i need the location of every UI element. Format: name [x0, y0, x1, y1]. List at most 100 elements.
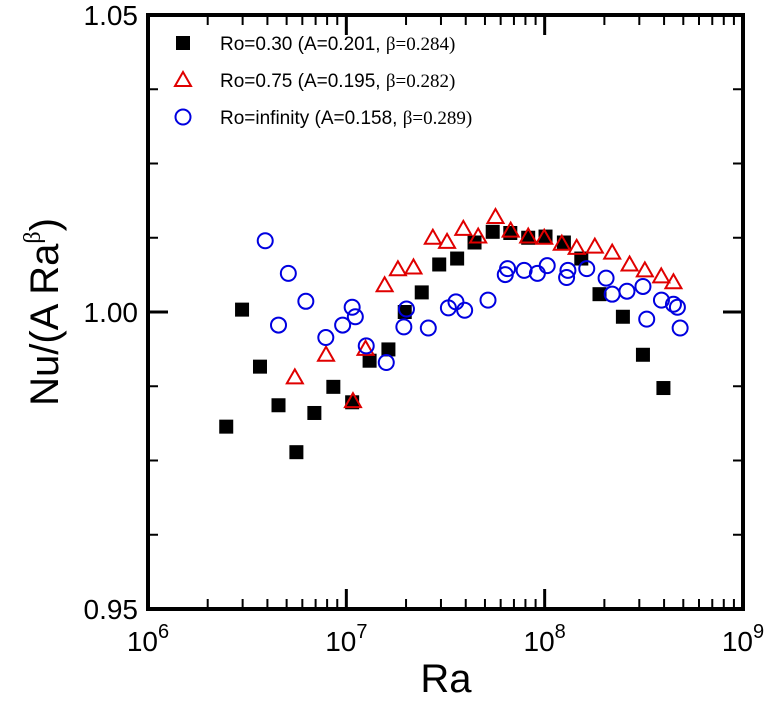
data-point-circle — [668, 298, 686, 316]
legend-marker-square — [176, 36, 190, 50]
y-tick-label: 0.95 — [84, 594, 139, 625]
data-point-triangle — [585, 236, 605, 254]
data-point-circle — [317, 329, 335, 347]
legend-label-beta: β=0.284) — [386, 34, 455, 55]
points-layer — [219, 206, 689, 460]
data-point-circle — [456, 301, 474, 319]
data-point-circle — [297, 292, 315, 310]
data-point-square — [289, 445, 304, 460]
labels-layer: 106 107 108 109 0.95 1.00 1.05 — [84, 0, 765, 657]
data-point-circle — [652, 291, 670, 309]
data-point-circle — [634, 277, 652, 295]
y-axis-title-main: Nu/(A Ra — [23, 243, 67, 406]
legend: Ro=0.30 (A=0.201, β=0.284)Ro=0.75 (A=0.1… — [173, 34, 472, 129]
data-point-square — [362, 353, 377, 368]
data-point-circle — [397, 300, 415, 318]
data-point-triangle — [619, 254, 640, 272]
data-point-circle — [558, 269, 576, 287]
series-square — [219, 224, 671, 460]
data-point-circle — [279, 264, 297, 282]
series-triangle — [285, 206, 684, 409]
data-point-triangle — [566, 237, 587, 255]
data-point-circle — [334, 316, 352, 334]
x-tick-label: 106 — [127, 621, 169, 657]
data-point-circle — [346, 308, 364, 326]
data-point-square — [307, 405, 322, 420]
data-point-circle — [538, 257, 556, 275]
data-point-circle — [395, 318, 413, 336]
data-point-circle — [357, 337, 375, 355]
x-tick-label: 109 — [722, 621, 764, 657]
data-point-circle — [499, 260, 517, 278]
data-point-triangle — [663, 272, 684, 290]
y-axis-title: Nu/(A Raβ) — [20, 218, 67, 406]
legend-label: Ro=0.30 (A=0.201, β=0.284) — [220, 34, 455, 55]
data-point-triangle — [388, 259, 408, 277]
data-point-circle — [578, 260, 596, 278]
data-point-triangle — [453, 218, 474, 236]
data-point-circle — [528, 264, 546, 282]
data-point-square — [592, 287, 607, 302]
plot-frame — [146, 13, 745, 611]
data-point-circle — [559, 261, 577, 279]
data-point-triangle — [285, 367, 305, 385]
data-point-circle — [377, 353, 395, 371]
data-point-square — [326, 379, 341, 394]
data-point-triangle — [534, 227, 554, 245]
legend-label: Ro=0.75 (A=0.195, β=0.282) — [220, 71, 455, 92]
data-point-triangle — [343, 391, 363, 409]
legend-label-main: Ro=0.30 (A=0.201, — [220, 34, 386, 55]
data-point-square — [615, 309, 630, 324]
data-point-triangle — [518, 226, 538, 244]
data-point-circle — [479, 291, 497, 309]
legend-label-main: Ro=0.75 (A=0.195, — [220, 71, 386, 92]
svg-text:Nu/(A Raβ): Nu/(A Raβ) — [20, 218, 67, 406]
data-point-circle — [515, 261, 533, 279]
data-point-triangle — [437, 231, 457, 249]
series-circle — [256, 232, 689, 371]
data-point-circle — [618, 282, 636, 300]
y-tick-label: 1.00 — [84, 297, 139, 328]
data-point-triangle — [635, 260, 655, 278]
y-tick-label: 1.05 — [84, 0, 139, 31]
data-point-triangle — [355, 338, 376, 356]
data-point-circle — [343, 298, 361, 316]
data-point-triangle — [602, 242, 622, 260]
data-point-triangle — [316, 344, 336, 362]
legend-label-beta: β=0.289) — [403, 108, 472, 129]
data-point-circle — [638, 310, 656, 328]
x-axis-title: Ra — [420, 657, 472, 701]
data-point-circle — [664, 295, 682, 313]
data-point-circle — [419, 319, 437, 337]
data-point-circle — [270, 316, 288, 334]
data-point-circle — [597, 269, 615, 287]
x-tick-label: 108 — [524, 621, 566, 657]
data-point-square — [432, 257, 447, 272]
data-point-square — [252, 359, 267, 374]
data-point-circle — [603, 285, 621, 303]
legend-marker-triangle — [173, 69, 193, 87]
data-point-triangle — [485, 206, 506, 224]
data-point-square — [219, 419, 234, 434]
data-point-square — [235, 302, 250, 317]
y-axis-title-exponent: β — [20, 231, 46, 243]
data-point-triangle — [552, 233, 572, 251]
data-point-triangle — [403, 257, 424, 275]
legend-marker-circle — [174, 108, 192, 126]
y-axis-title-close: ) — [23, 218, 67, 231]
data-point-square — [450, 251, 465, 266]
x-tick-label: 107 — [325, 621, 367, 657]
legend-label: Ro=infinity (A=0.158, β=0.289) — [220, 108, 472, 129]
data-point-circle — [671, 319, 689, 337]
data-point-square — [381, 342, 396, 357]
data-point-triangle — [651, 266, 671, 284]
data-point-square — [414, 285, 429, 300]
legend-label-main: Ro=infinity (A=0.158, — [220, 108, 403, 129]
data-point-square — [271, 398, 286, 413]
data-point-square — [485, 224, 500, 239]
data-point-triangle — [468, 226, 488, 244]
data-point-triangle — [374, 275, 395, 293]
data-point-square — [635, 347, 650, 362]
data-point-triangle — [500, 220, 521, 238]
